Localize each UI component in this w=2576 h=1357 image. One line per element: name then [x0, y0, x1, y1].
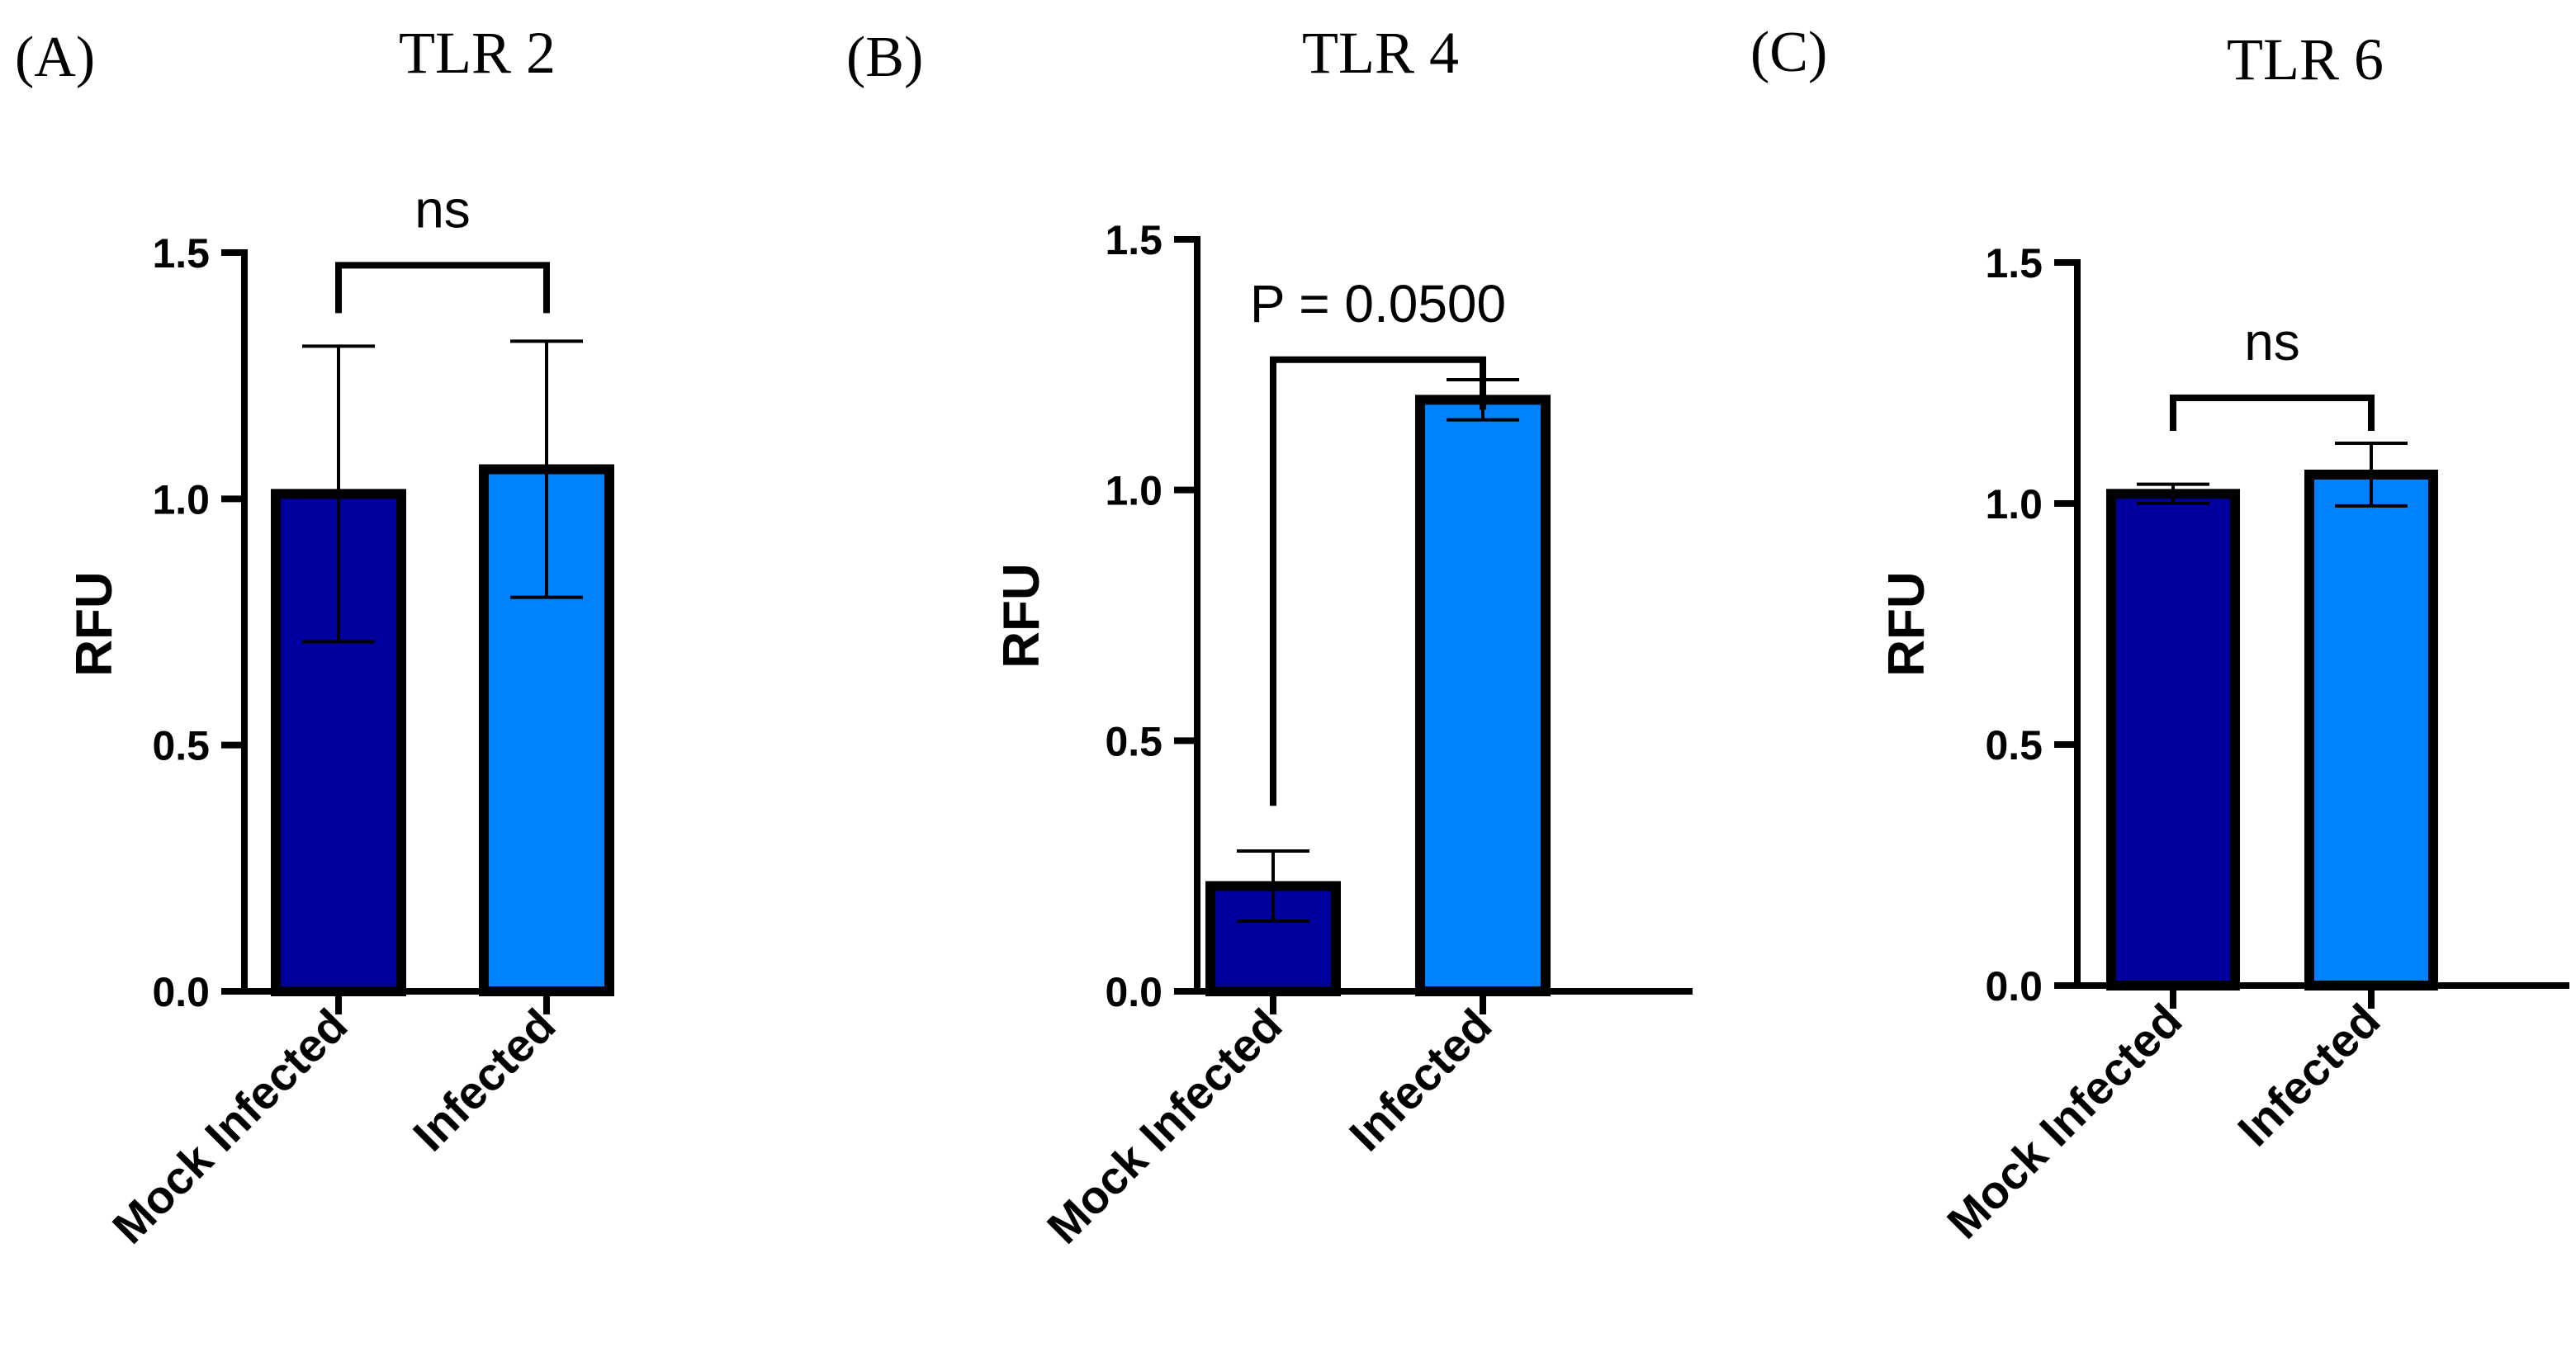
significance-label: ns [414, 179, 471, 239]
y-tick-label: 1.5 [152, 230, 210, 277]
chart-panel-3: (C) TLR 6 RFU 0.0 0.5 1.0 1.5 Mock Infected Infe… [1750, 21, 2569, 1249]
significance-bracket [1270, 356, 1486, 806]
y-tick-label: 1.0 [1985, 481, 2043, 527]
bar-infected [1415, 395, 1551, 996]
significance-bracket [335, 262, 550, 314]
y-tick-label: 0.5 [152, 723, 210, 769]
bar-mock-infected [2106, 489, 2240, 991]
x-category-label: Infected [403, 999, 565, 1161]
y-tick-label: 1.5 [1105, 217, 1163, 263]
chart-panel-1: (A) TLR 2 RFU 0.0 0.5 1.0 1.5 Mock Infected Infe… [15, 20, 614, 1254]
error-bar [1237, 849, 1309, 923]
significance-label: ns [2244, 312, 2300, 371]
x-category-label: Infected [1339, 999, 1501, 1161]
y-tick-label: 1.0 [152, 476, 210, 522]
y-tick-label: 0.5 [1985, 722, 2043, 768]
y-tick-label: 1.0 [1105, 468, 1163, 514]
error-bar [302, 344, 375, 644]
x-category-label: Mock Infected [1037, 999, 1292, 1254]
chart-panel-2: (B) TLR 4 RFU 0.0 0.5 1.0 1.5 Mock Infected Infe… [846, 20, 1693, 1254]
y-tick-label: 0.0 [152, 969, 210, 1015]
y-axis-label: RFU [66, 571, 123, 676]
chart-title: TLR 6 [2227, 26, 2384, 92]
significance-label: P = 0.0500 [1250, 274, 1506, 333]
bar-infected [2304, 469, 2438, 991]
y-tick-label: 0.5 [1105, 718, 1163, 764]
x-category-label: Infected [2228, 994, 2389, 1156]
y-axis-label: RFU [1878, 571, 1935, 676]
error-bar [510, 339, 583, 599]
x-category-label: Mock Infected [102, 999, 358, 1254]
panel-label: (A) [15, 26, 95, 89]
y-tick-label: 0.0 [1985, 963, 2043, 1009]
panel-label: (C) [1750, 21, 1827, 84]
x-category-label: Mock Infected [1937, 994, 2192, 1249]
y-tick-label: 0.0 [1105, 969, 1163, 1015]
chart-title: TLR 4 [1302, 20, 1459, 86]
error-bar [2335, 442, 2408, 508]
chart-title: TLR 2 [399, 20, 556, 86]
error-bar [2137, 482, 2209, 505]
significance-bracket [2170, 395, 2375, 431]
y-axis-label: RFU [993, 563, 1050, 668]
y-tick-label: 1.5 [1985, 240, 2043, 286]
panel-label: (B) [846, 26, 923, 89]
